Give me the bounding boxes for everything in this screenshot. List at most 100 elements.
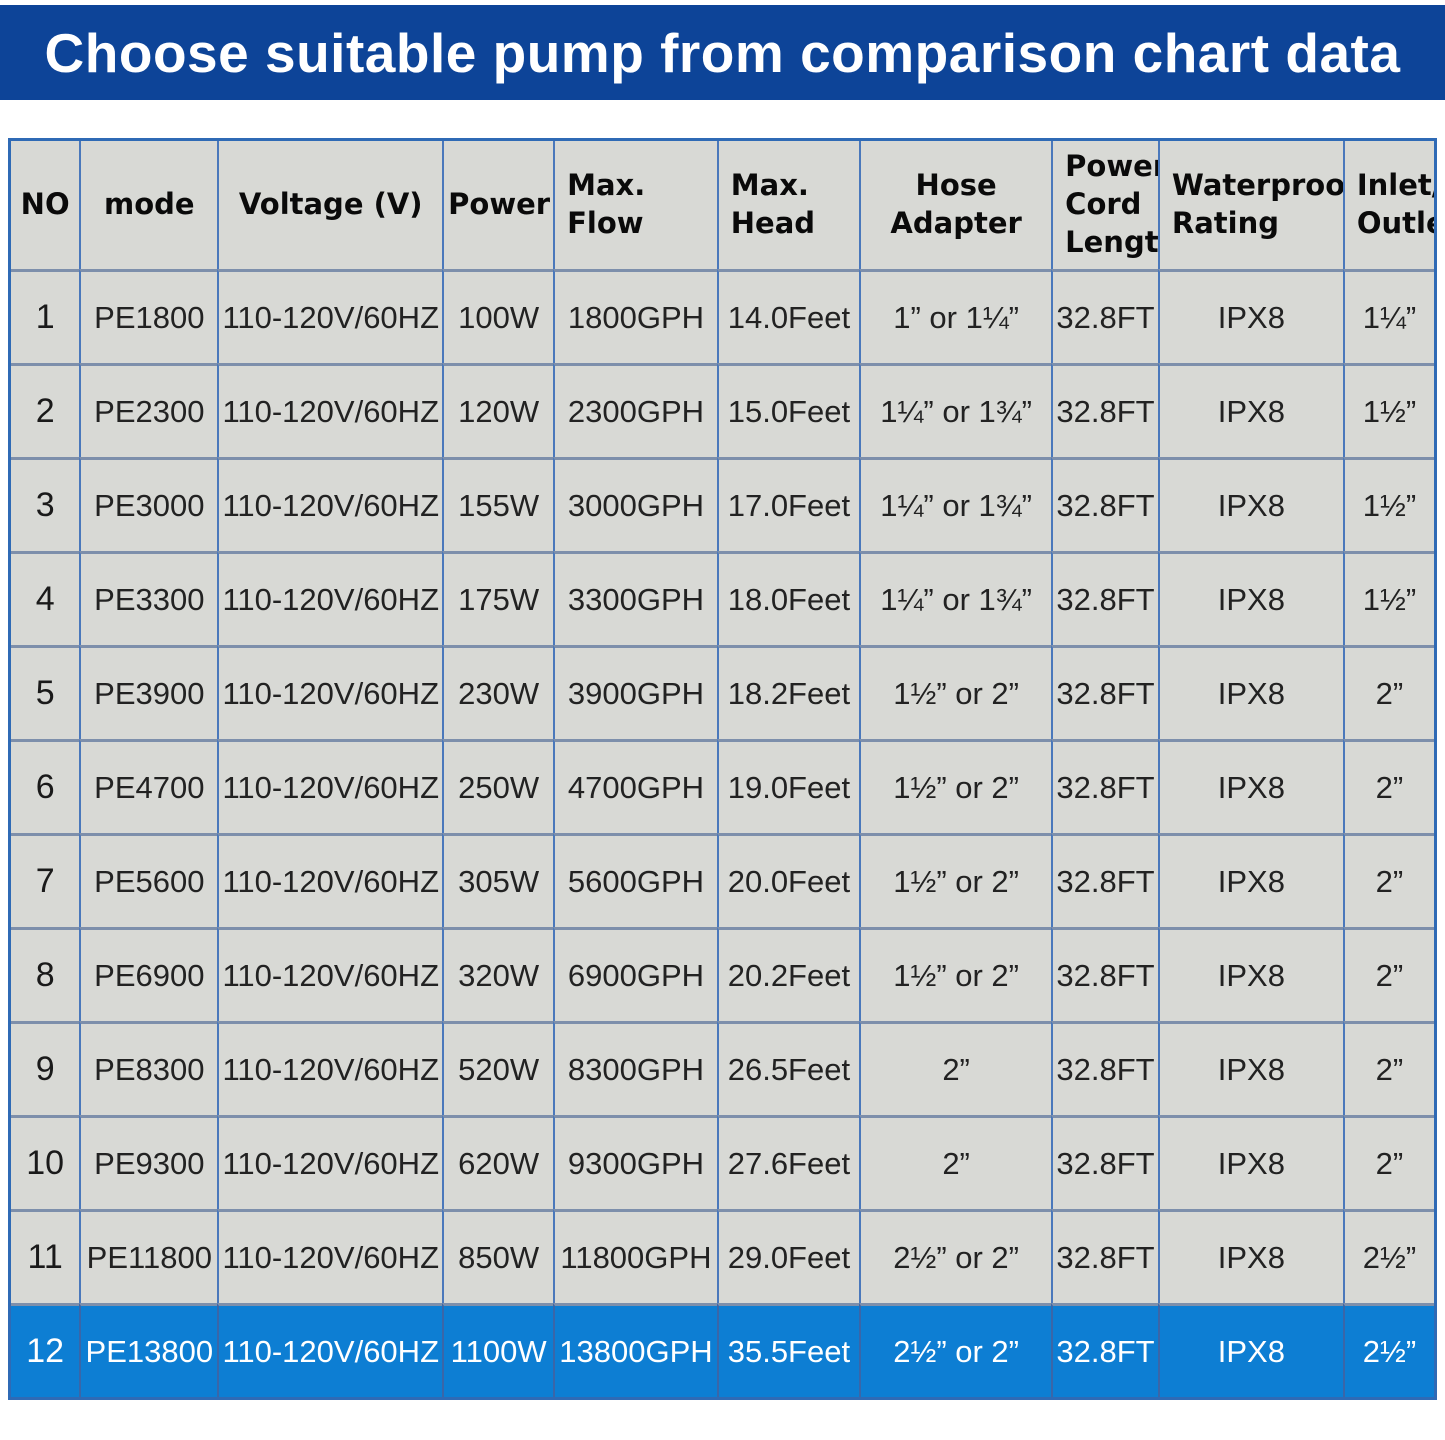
cell-head: 27.6Feet [716, 1115, 860, 1209]
cell-waterproof: IPX8 [1157, 1303, 1343, 1397]
column-header-head: Max. Head [716, 141, 860, 269]
cell-power: 250W [442, 739, 554, 833]
cell-waterproof: IPX8 [1157, 927, 1343, 1021]
cell-waterproof: IPX8 [1157, 457, 1343, 551]
cell-mode: PE8300 [79, 1021, 218, 1115]
cell-flow: 11800GPH [553, 1209, 717, 1303]
cell-head: 20.2Feet [716, 927, 860, 1021]
cell-waterproof: IPX8 [1157, 363, 1343, 457]
cell-no: 12 [11, 1303, 80, 1397]
column-header-mode: mode [79, 141, 218, 269]
cell-waterproof: IPX8 [1157, 1115, 1343, 1209]
cell-mode: PE3000 [79, 457, 218, 551]
cell-power: 230W [442, 645, 554, 739]
cell-head: 14.0Feet [716, 269, 860, 363]
cell-no: 7 [11, 833, 80, 927]
cell-voltage: 110-120V/60HZ [217, 457, 443, 551]
column-header-flow: Max. Flow [553, 141, 717, 269]
cell-voltage: 110-120V/60HZ [217, 1303, 443, 1397]
cell-no: 2 [11, 363, 80, 457]
cell-inlet: 1½” [1342, 363, 1434, 457]
cell-cord: 32.8FT [1051, 1115, 1158, 1209]
table-header: NO mode Voltage (V) Power Max. Flow Max. Head… [11, 141, 1434, 269]
header-row: NO mode Voltage (V) Power Max. Flow Max. Head… [11, 141, 1434, 269]
cell-waterproof: IPX8 [1157, 269, 1343, 363]
cell-mode: PE9300 [79, 1115, 218, 1209]
cell-head: 18.2Feet [716, 645, 860, 739]
cell-inlet: 2” [1342, 645, 1434, 739]
cell-head: 18.0Feet [716, 551, 860, 645]
table-row: 11 PE11800 110-120V/60HZ 850W 11800GPH 29.0Fe… [11, 1209, 1434, 1303]
cell-inlet: 2” [1342, 833, 1434, 927]
cell-voltage: 110-120V/60HZ [217, 833, 443, 927]
table-body: 1 PE1800 110-120V/60HZ 100W 1800GPH 14.0Feet 1… [11, 269, 1434, 1397]
cell-flow: 3000GPH [553, 457, 717, 551]
cell-cord: 32.8FT [1051, 927, 1158, 1021]
cell-mode: PE6900 [79, 927, 218, 1021]
cell-flow: 3900GPH [553, 645, 717, 739]
cell-mode: PE3900 [79, 645, 218, 739]
cell-head: 15.0Feet [716, 363, 860, 457]
cell-mode: PE13800 [79, 1303, 218, 1397]
cell-hose: 2” [859, 1021, 1052, 1115]
cell-hose: 1½” or 2” [859, 833, 1052, 927]
cell-cord: 32.8FT [1051, 739, 1158, 833]
cell-flow: 3300GPH [553, 551, 717, 645]
column-header-power: Power [442, 141, 554, 269]
table-row: 3 PE3000 110-120V/60HZ 155W 3000GPH 17.0Feet 1… [11, 457, 1434, 551]
cell-head: 29.0Feet [716, 1209, 860, 1303]
cell-voltage: 110-120V/60HZ [217, 363, 443, 457]
cell-inlet: 1½” [1342, 551, 1434, 645]
cell-flow: 8300GPH [553, 1021, 717, 1115]
cell-voltage: 110-120V/60HZ [217, 739, 443, 833]
cell-no: 5 [11, 645, 80, 739]
table-row: 7 PE5600 110-120V/60HZ 305W 5600GPH 20.0Feet 1… [11, 833, 1434, 927]
column-header-no: NO [11, 141, 80, 269]
cell-no: 6 [11, 739, 80, 833]
cell-hose: 1¼” or 1¾” [859, 457, 1052, 551]
cell-mode: PE5600 [79, 833, 218, 927]
cell-head: 20.0Feet [716, 833, 860, 927]
cell-hose: 2½” or 2” [859, 1209, 1052, 1303]
column-header-voltage: Voltage (V) [217, 141, 443, 269]
cell-hose: 1” or 1¼” [859, 269, 1052, 363]
cell-hose: 1½” or 2” [859, 645, 1052, 739]
cell-head: 26.5Feet [716, 1021, 860, 1115]
cell-mode: PE3300 [79, 551, 218, 645]
cell-voltage: 110-120V/60HZ [217, 1209, 443, 1303]
cell-flow: 4700GPH [553, 739, 717, 833]
cell-no: 1 [11, 269, 80, 363]
cell-no: 10 [11, 1115, 80, 1209]
cell-head: 19.0Feet [716, 739, 860, 833]
page-title: Choose suitable pump from comparison cha… [44, 21, 1401, 84]
cell-cord: 32.8FT [1051, 645, 1158, 739]
table-row: 9 PE8300 110-120V/60HZ 520W 8300GPH 26.5Feet 2… [11, 1021, 1434, 1115]
cell-cord: 32.8FT [1051, 1209, 1158, 1303]
cell-voltage: 110-120V/60HZ [217, 927, 443, 1021]
cell-mode: PE4700 [79, 739, 218, 833]
cell-inlet: 2” [1342, 1115, 1434, 1209]
cell-power: 320W [442, 927, 554, 1021]
table-row: 1 PE1800 110-120V/60HZ 100W 1800GPH 14.0Feet 1… [11, 269, 1434, 363]
cell-hose: 1½” or 2” [859, 927, 1052, 1021]
cell-voltage: 110-120V/60HZ [217, 551, 443, 645]
cell-no: 3 [11, 457, 80, 551]
cell-power: 175W [442, 551, 554, 645]
cell-hose: 1½” or 2” [859, 739, 1052, 833]
cell-cord: 32.8FT [1051, 1021, 1158, 1115]
cell-hose: 2” [859, 1115, 1052, 1209]
cell-no: 11 [11, 1209, 80, 1303]
cell-head: 35.5Feet [716, 1303, 860, 1397]
cell-hose: 1¼” or 1¾” [859, 363, 1052, 457]
cell-power: 100W [442, 269, 554, 363]
column-header-cord: Power Cord Length [1051, 141, 1158, 269]
cell-power: 1100W [442, 1303, 554, 1397]
cell-cord: 32.8FT [1051, 363, 1158, 457]
pump-comparison-table: NO mode Voltage (V) Power Max. Flow Max. Head… [8, 138, 1437, 1400]
column-header-hose: Hose Adapter [859, 141, 1052, 269]
cell-cord: 32.8FT [1051, 457, 1158, 551]
cell-waterproof: IPX8 [1157, 645, 1343, 739]
cell-power: 620W [442, 1115, 554, 1209]
cell-flow: 5600GPH [553, 833, 717, 927]
